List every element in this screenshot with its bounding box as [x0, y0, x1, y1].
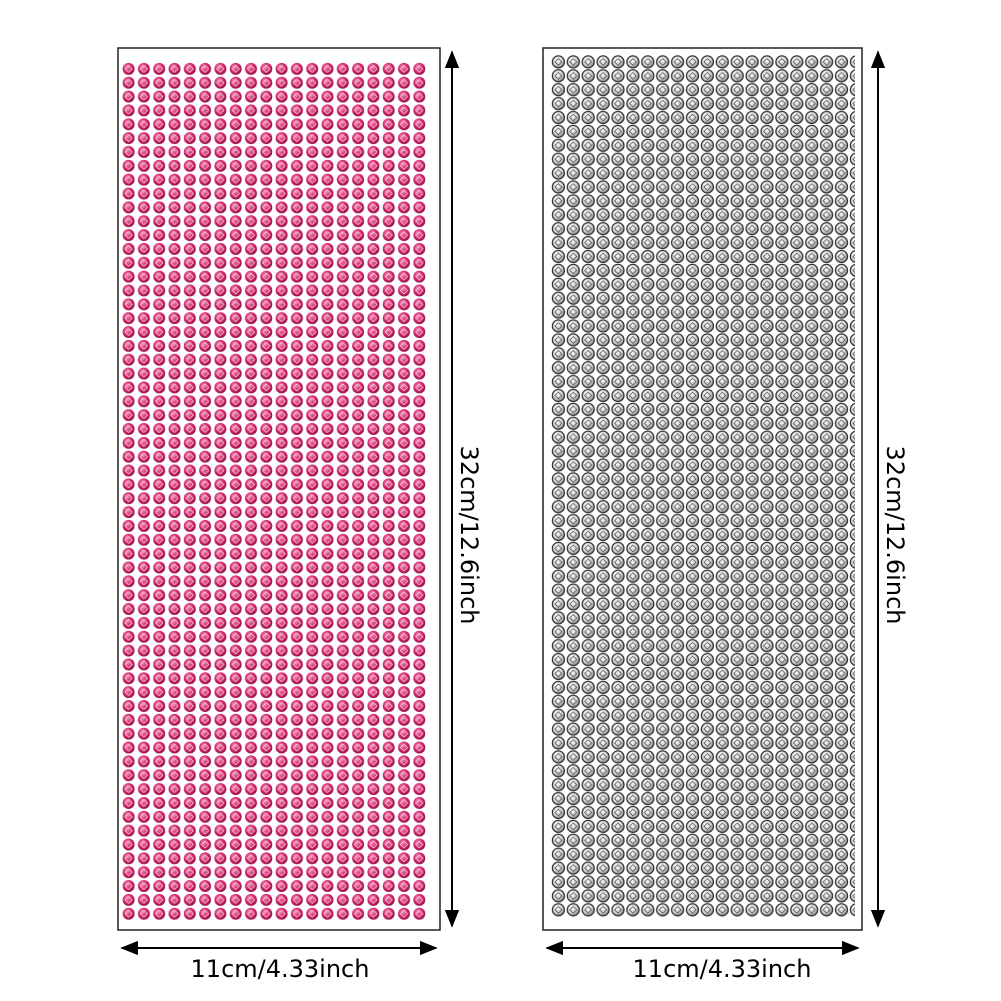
width-label: 11cm/4.33inch	[191, 955, 370, 983]
pink-sheet	[117, 47, 441, 931]
height-label: 32cm/12.6inch	[881, 446, 909, 625]
height-label: 32cm/12.6inch	[455, 446, 483, 625]
width-label: 11cm/4.33inch	[633, 955, 812, 983]
silver-sheet	[542, 47, 863, 931]
